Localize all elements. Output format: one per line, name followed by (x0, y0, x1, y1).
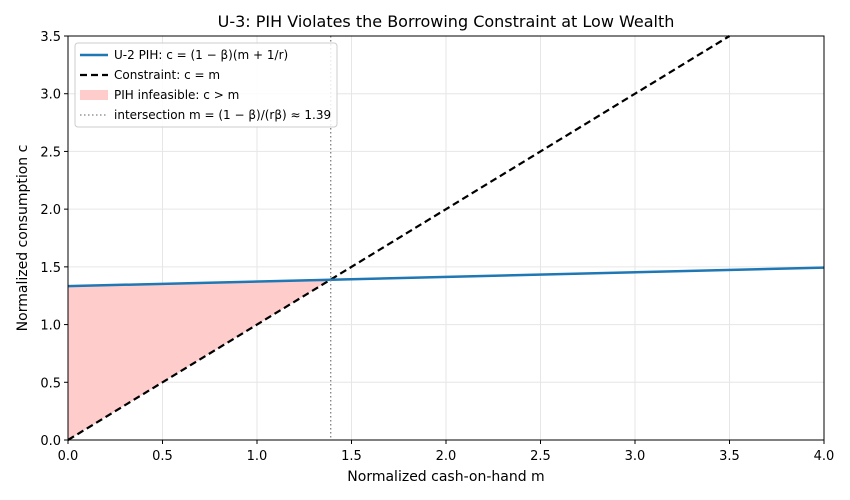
y-tick-label: 1.0 (40, 319, 61, 334)
y-tick-label: 0.5 (40, 376, 61, 391)
y-tick-label: 2.0 (40, 203, 61, 218)
legend-fill-swatch (80, 90, 108, 100)
x-tick-label: 4.0 (814, 449, 835, 464)
legend-label: PIH infeasible: c > m (114, 88, 239, 102)
y-tick-label: 0.0 (40, 434, 61, 449)
x-tick-label: 1.0 (247, 449, 268, 464)
infeasible-fill (68, 279, 331, 440)
x-axis-label: Normalized cash-on-hand m (347, 469, 544, 485)
x-tick-label: 2.5 (530, 449, 551, 464)
chart-title: U-3: PIH Violates the Borrowing Constrai… (218, 12, 675, 31)
legend: U-2 PIH: c = (1 − β)(m + 1/r) Constraint:… (74, 42, 338, 128)
axis-ticks: 0.0 0.5 1.0 1.5 2.0 2.5 3.0 3.5 4.0 0.0 0.5 1.0 1.5 2… (40, 30, 834, 464)
x-tick-label: 3.0 (625, 449, 646, 464)
series-lines (67, 35, 825, 441)
y-tick-label: 1.5 (40, 261, 61, 276)
x-tick-label: 3.5 (719, 449, 740, 464)
legend-box (74, 42, 338, 128)
x-tick-label: 2.0 (436, 449, 457, 464)
x-tick-label: 0.0 (58, 449, 79, 464)
x-tick-label: 0.5 (152, 449, 173, 464)
y-tick-label: 2.5 (40, 145, 61, 160)
infeasible-region (68, 279, 331, 440)
constraint-line (67, 35, 731, 441)
legend-label: Constraint: c = m (114, 68, 220, 82)
pih-line (67, 266, 825, 288)
legend-label: U-2 PIH: c = (1 − β)(m + 1/r) (114, 48, 288, 62)
y-tick-label: 3.5 (40, 30, 61, 45)
y-axis-label: Normalized consumption c (15, 145, 31, 332)
legend-label: intersection m = (1 − β)/(rβ) ≈ 1.39 (114, 108, 331, 122)
x-tick-label: 1.5 (341, 449, 362, 464)
y-tick-label: 3.0 (40, 88, 61, 103)
